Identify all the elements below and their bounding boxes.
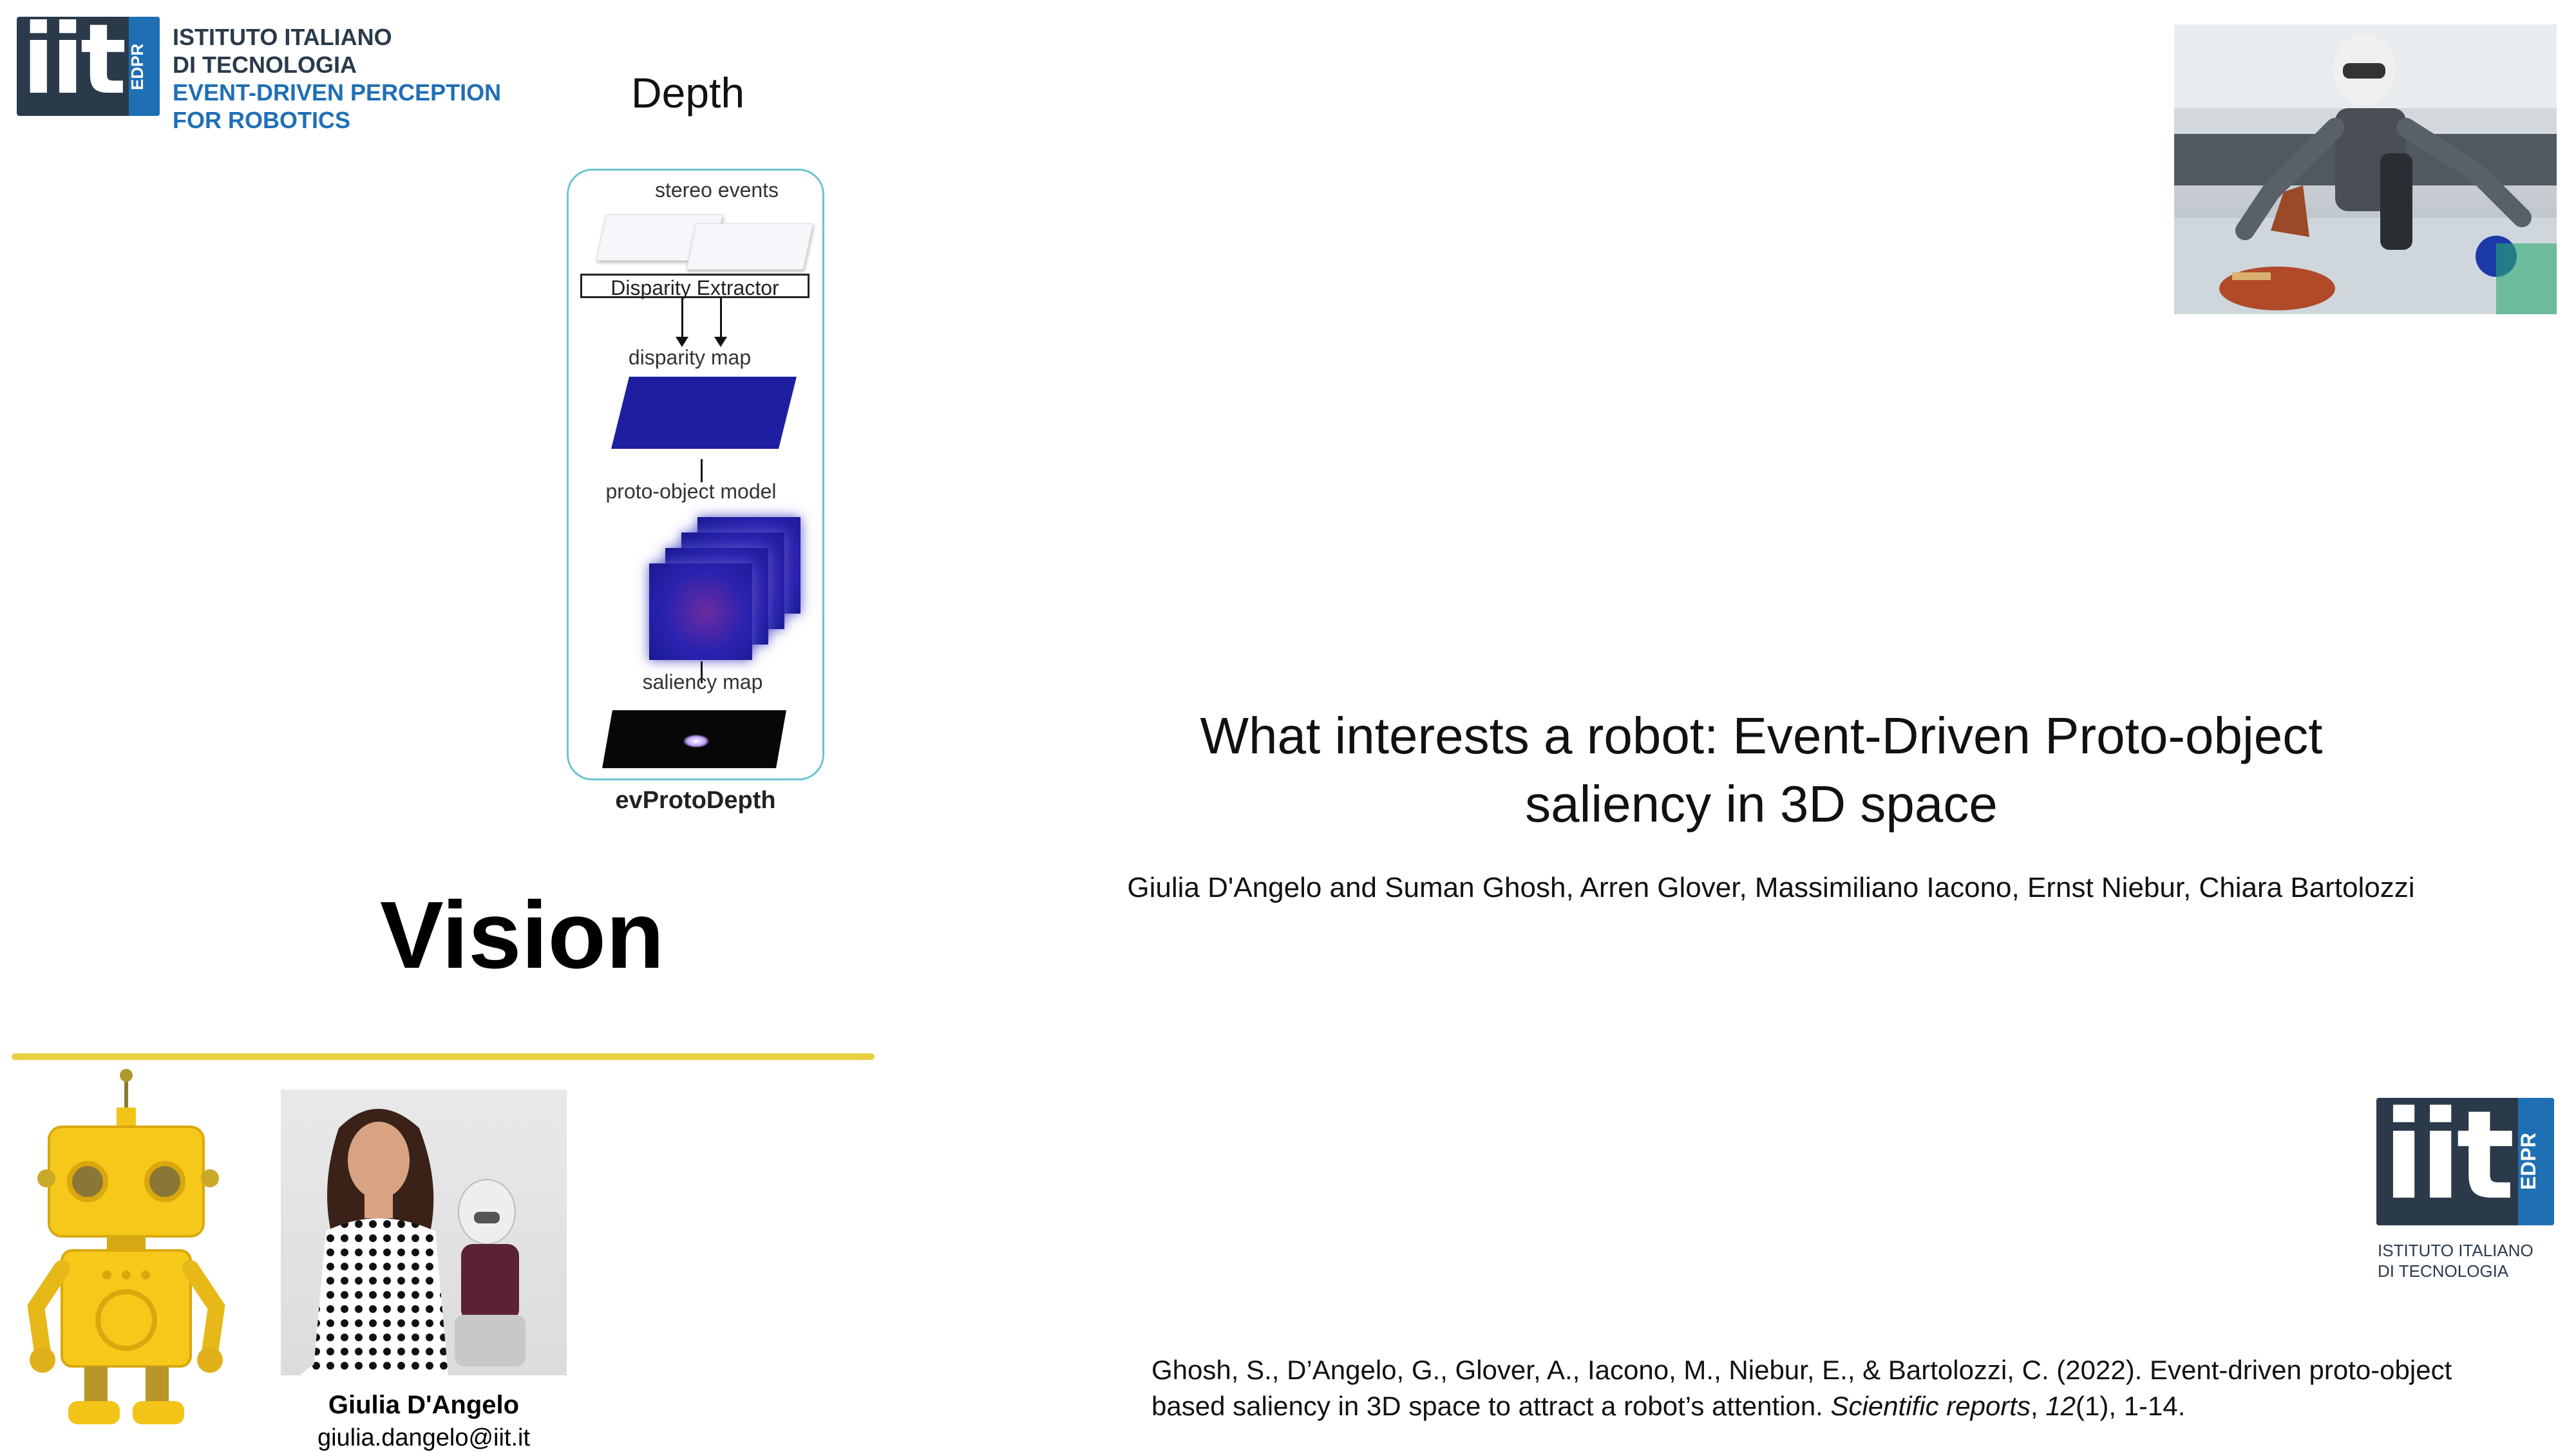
logo-bottom-edpr-tag: EDPR: [2517, 1133, 2540, 1191]
institute-name-bottom: ISTITUTO ITALIANO DI TECNOLOGIA: [2378, 1240, 2533, 1281]
institute-line-4: FOR ROBOTICS: [173, 107, 350, 133]
logo-stripe: [129, 17, 160, 116]
evprotodepth-diagram: stereo events Disparity Extractor dispar…: [567, 169, 824, 780]
iit-logo-mark: iit: [22, 4, 127, 116]
institute-line-2: DI TECNOLOGIA: [173, 52, 357, 78]
stereo-events-label: stereo events: [654, 178, 779, 202]
paper-title: What interests a robot: Event-Driven Pro…: [1133, 702, 2389, 838]
citation-text: Ghosh, S., D’Angelo, G., Glover, A., Iac…: [1151, 1355, 2452, 1421]
citation-volume: 12: [2045, 1391, 2076, 1421]
arrow-line: [681, 298, 683, 338]
citation: Ghosh, S., D’Angelo, G., Glover, A., Iac…: [1151, 1352, 2504, 1424]
logo-edpr-tag: EDPR: [128, 43, 147, 91]
paper-authors: Giulia D'Angelo and Suman Ghosh, Arren G…: [1127, 872, 2415, 903]
saliency-map-label: saliency map: [642, 670, 763, 693]
connector-line: [701, 661, 703, 683]
proto-object-model-label: proto-object model: [605, 480, 777, 503]
iit-logo-bottom-mark: iit: [2383, 1084, 2515, 1227]
vision-title: Vision: [380, 882, 665, 988]
arrow-line: [720, 298, 722, 338]
citation-rest: (1), 1-14.: [2076, 1391, 2186, 1421]
paper-title-line-1: What interests a robot: Event-Driven Pro…: [1200, 707, 2323, 764]
institute-bottom-line-2: DI TECNOLOGIA: [2378, 1261, 2509, 1281]
citation-journal: Scientific reports: [1830, 1391, 2031, 1421]
logo-bottom-stripe: [2518, 1098, 2554, 1225]
arrow-head: [714, 337, 727, 347]
institute-bottom-line-1: ISTITUTO ITALIANO: [2378, 1241, 2533, 1260]
proto-object-layer: [649, 563, 752, 660]
institute-name: ISTITUTO ITALIANO DI TECNOLOGIA EVENT-DR…: [173, 23, 501, 134]
diagram-caption: evProtoDepth: [615, 787, 776, 814]
arrow-head: [676, 337, 688, 347]
citation-separator: ,: [2030, 1391, 2046, 1421]
divider-line: [12, 1053, 875, 1060]
stereo-event-frame-right: [686, 223, 813, 270]
yellow-robot-illustration: [27, 1069, 225, 1424]
disparity-map-label: disparity map: [628, 346, 752, 369]
connector-line: [701, 459, 703, 482]
icub-robot-photo: [2174, 24, 2557, 314]
institute-line-3: EVENT-DRIVEN PERCEPTION: [173, 79, 502, 106]
disparity-extractor-box: Disparity Extractor: [580, 274, 810, 299]
person-name: Giulia D'Angelo: [328, 1391, 520, 1419]
saliency-blob: [683, 735, 709, 748]
institute-line-1: ISTITUTO ITALIANO: [173, 24, 392, 50]
person-email[interactable]: giulia.dangelo@iit.it: [317, 1424, 531, 1451]
paper-title-line-2: saliency in 3D space: [1525, 775, 1998, 833]
disparity-map-image: [611, 377, 797, 449]
giulia-photo: [281, 1089, 567, 1375]
depth-title: Depth: [631, 69, 745, 117]
